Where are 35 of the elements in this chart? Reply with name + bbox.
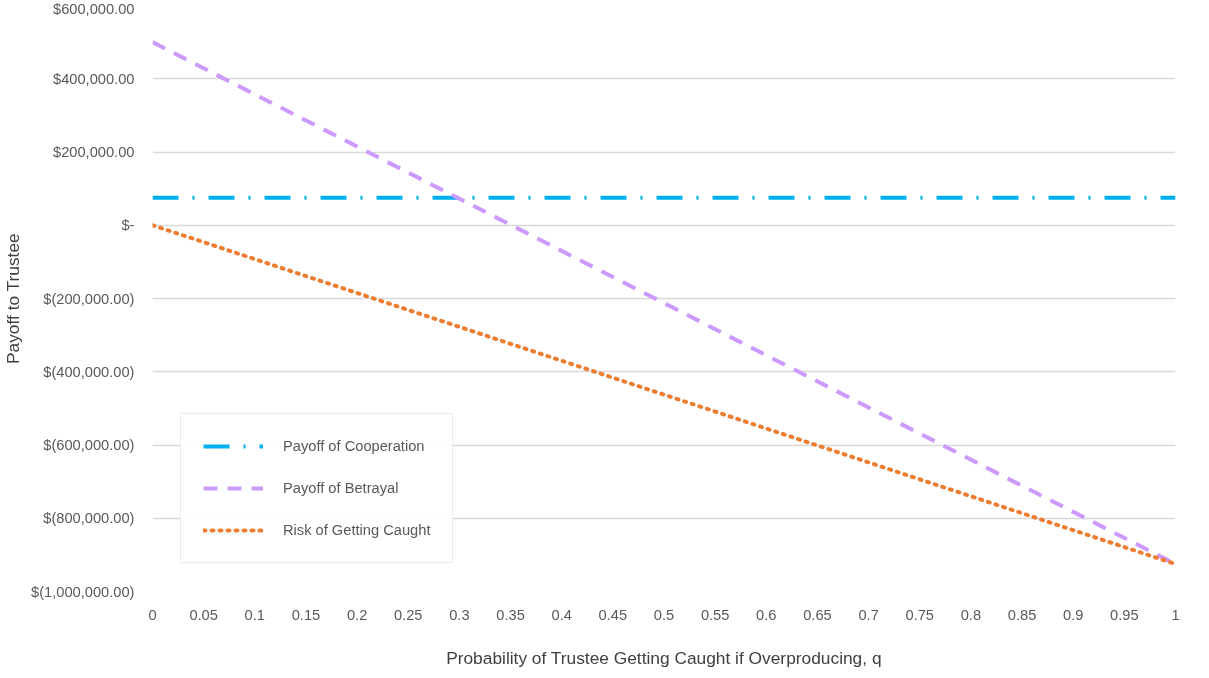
x-tick-label: 0.85 bbox=[1007, 606, 1037, 623]
x-tick-label: 0.35 bbox=[496, 606, 525, 623]
x-tick-label: 0.5 bbox=[653, 606, 675, 623]
x-tick-label: 1 bbox=[1171, 606, 1180, 623]
x-tick-label: 0.95 bbox=[1110, 606, 1139, 623]
x-tick-label: 0 bbox=[148, 606, 157, 623]
y-axis-title: Payoff to Trustee bbox=[3, 233, 24, 364]
x-tick-label: 0.6 bbox=[756, 606, 777, 623]
x-tick-label: 0.45 bbox=[598, 606, 628, 623]
x-tick-label: 0.05 bbox=[189, 606, 218, 623]
x-tick-label: 0.2 bbox=[346, 606, 368, 623]
x-tick-label: 0.15 bbox=[291, 606, 321, 623]
y-tick-label: $(800,000.00) bbox=[43, 510, 135, 527]
y-tick-label: $200,000.00 bbox=[53, 144, 135, 160]
legend-label: Payoff of Cooperation bbox=[283, 438, 425, 454]
x-tick-label: 0.7 bbox=[858, 606, 879, 623]
x-tick-label: 0.65 bbox=[803, 606, 832, 623]
y-tick-label: $(400,000.00) bbox=[43, 363, 135, 380]
x-tick-label: 0.55 bbox=[700, 606, 730, 623]
x-tick-label: 0.1 bbox=[244, 606, 265, 623]
x-tick-label: 0.3 bbox=[449, 606, 470, 623]
y-tick-label: $(200,000.00) bbox=[43, 290, 135, 307]
x-tick-label: 0.8 bbox=[960, 606, 982, 623]
y-tick-label: $400,000.00 bbox=[53, 70, 135, 87]
y-tick-label: $- bbox=[121, 217, 135, 234]
y-tick-label: $600,000.00 bbox=[53, 0, 135, 17]
y-tick-label: $(600,000.00) bbox=[43, 437, 135, 453]
x-tick-label: 0.4 bbox=[551, 606, 572, 623]
legend-label: Payoff of Betrayal bbox=[283, 480, 399, 496]
legend-label: Risk of Getting Caught bbox=[283, 522, 431, 538]
x-tick-label: 0.9 bbox=[1063, 606, 1084, 623]
x-axis-title: Probability of Trustee Getting Caught if Overproducing, q bbox=[446, 647, 882, 668]
y-tick-label: $(1,000,000.00) bbox=[31, 583, 135, 600]
x-tick-label: 0.25 bbox=[393, 606, 423, 623]
x-tick-label: 0.75 bbox=[905, 606, 935, 623]
